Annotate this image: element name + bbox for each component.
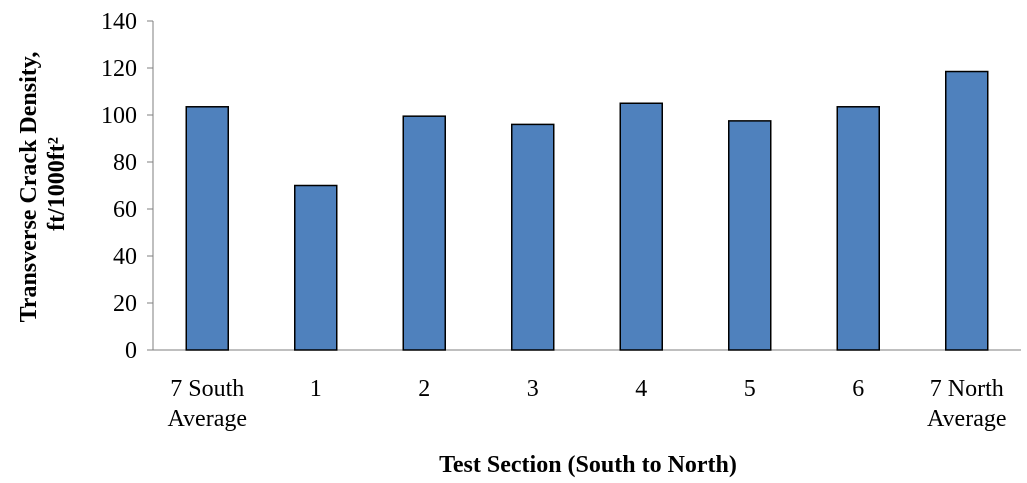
x-axis-ticks: 7 South Average 1 2 3 4 5 6 7 North Average bbox=[168, 376, 1007, 432]
y-axis-title-line-2: ft/1000ft² bbox=[44, 137, 70, 231]
y-tick-label: 20 bbox=[113, 291, 137, 317]
x-tick-label-line: 4 bbox=[635, 376, 647, 402]
y-axis-title: Transverse Crack Density, ft/1000ft² bbox=[16, 46, 70, 323]
y-tick-label: 40 bbox=[113, 244, 137, 270]
y-tick-label: 0 bbox=[125, 338, 137, 364]
x-tick-label-line: Average bbox=[927, 406, 1007, 432]
bar bbox=[945, 70, 989, 351]
y-tick-label: 140 bbox=[101, 9, 137, 35]
x-axis-title: Test Section (South to North) bbox=[439, 452, 737, 478]
y-tick-label: 80 bbox=[113, 150, 137, 176]
x-tick-label-line: Average bbox=[168, 406, 248, 432]
x-tick-label: 4 bbox=[635, 376, 647, 402]
x-tick-label-line: 7 North bbox=[930, 376, 1004, 402]
x-tick-label: 5 bbox=[744, 376, 756, 402]
x-tick-label-line: 5 bbox=[744, 376, 756, 402]
x-tick-label-line: 3 bbox=[527, 376, 539, 402]
bar bbox=[728, 120, 772, 351]
bars bbox=[185, 70, 989, 351]
y-axis-title-line-1: Transverse Crack Density, bbox=[16, 52, 42, 323]
y-tick-label: 120 bbox=[101, 56, 137, 82]
y-tick-label: 60 bbox=[113, 197, 137, 223]
x-tick-label: 7 South Average bbox=[168, 376, 248, 432]
x-tick-label: 3 bbox=[527, 376, 539, 402]
plot-frame bbox=[152, 21, 1021, 351]
bar bbox=[185, 106, 229, 351]
x-tick-label: 6 bbox=[852, 376, 864, 402]
bar bbox=[511, 123, 555, 351]
bar bbox=[402, 115, 446, 351]
x-tick-label-line: 1 bbox=[310, 376, 322, 402]
x-tick-label-line: 7 South bbox=[170, 376, 244, 402]
x-tick-label-line: 6 bbox=[852, 376, 864, 402]
y-axis-ticks: 0 20 40 60 80 100 120 140 bbox=[101, 9, 153, 364]
y-tick-label: 100 bbox=[101, 103, 137, 129]
x-tick-label-line: 2 bbox=[418, 376, 430, 402]
bar bbox=[836, 106, 880, 351]
x-tick-label: 2 bbox=[418, 376, 430, 402]
x-tick-label: 7 North Average bbox=[927, 376, 1007, 432]
bar bbox=[294, 184, 338, 351]
x-tick-label: 1 bbox=[310, 376, 322, 402]
bar bbox=[619, 102, 663, 351]
